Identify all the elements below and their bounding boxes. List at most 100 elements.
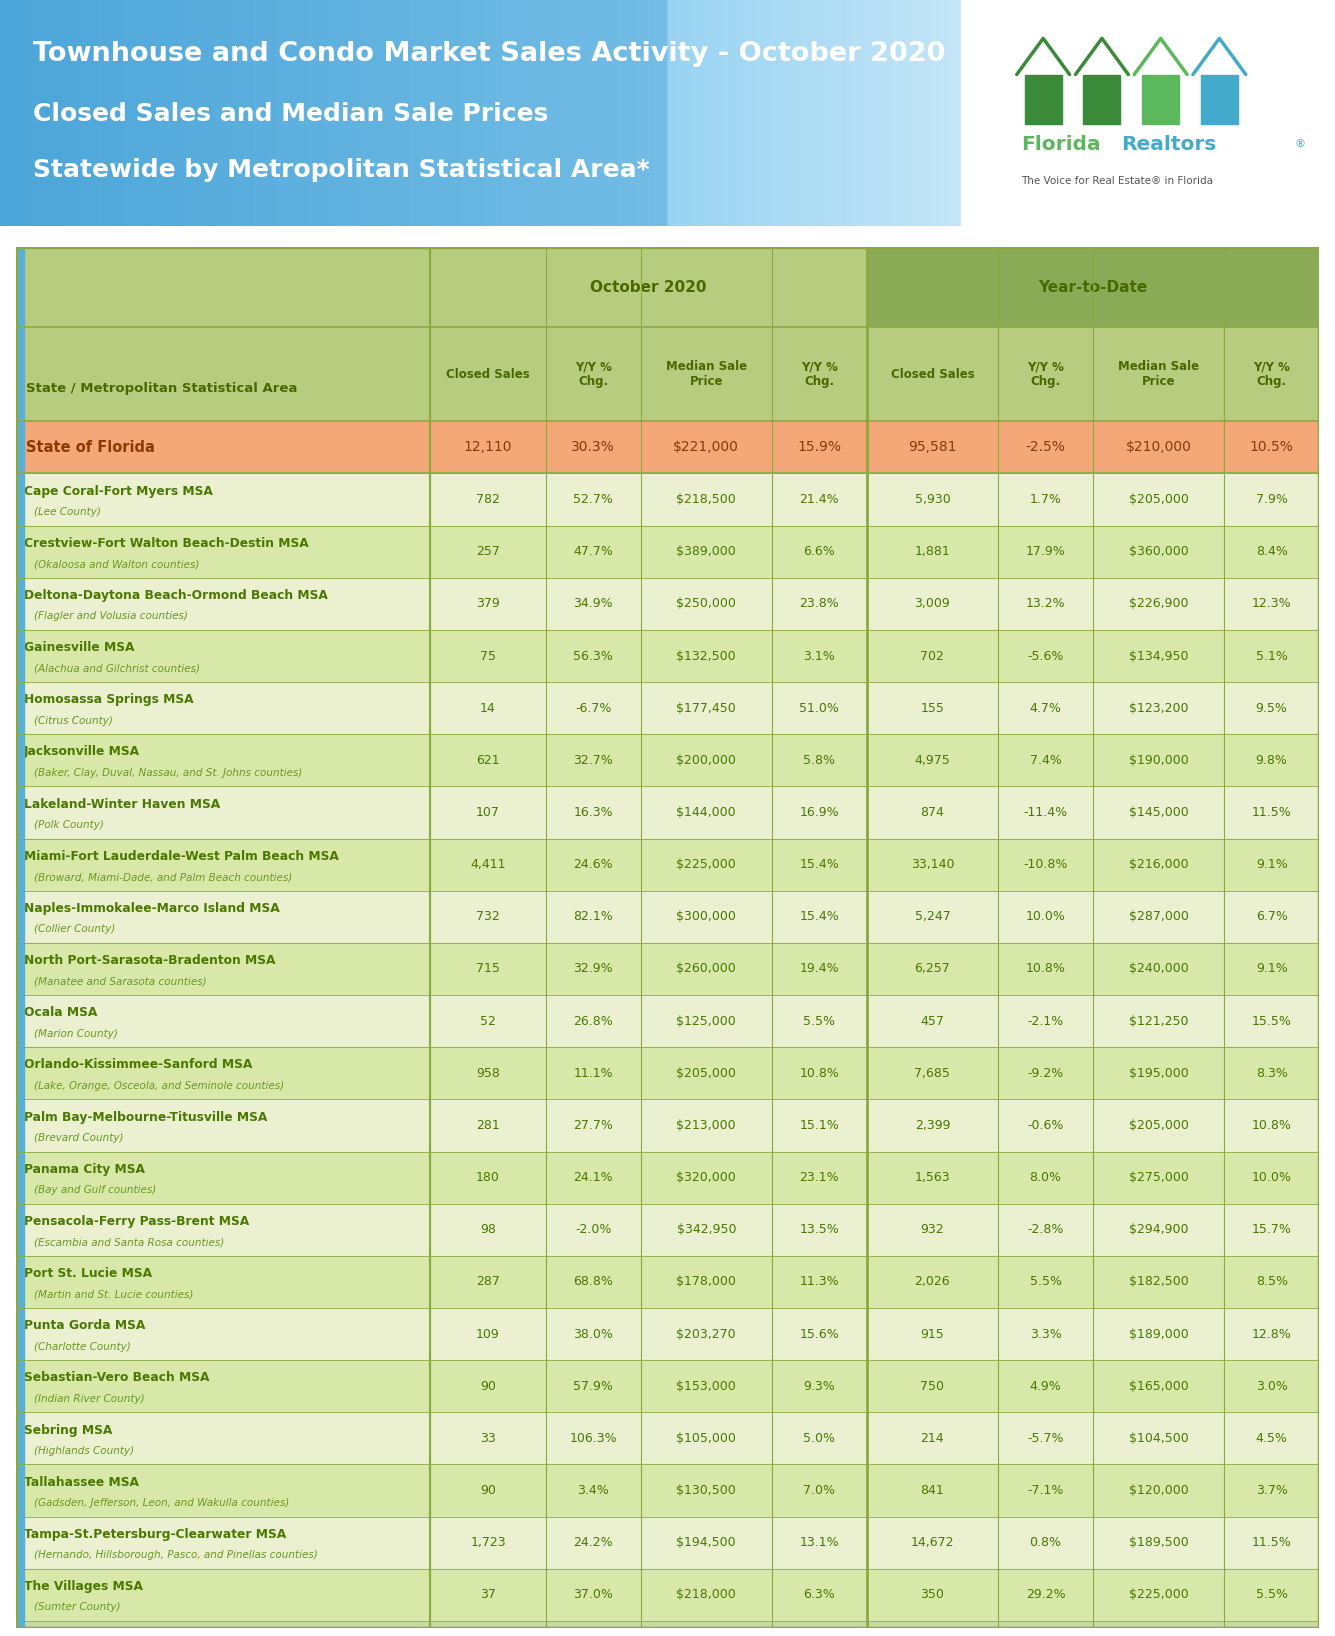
Text: 7.0%: 7.0% <box>804 1484 836 1497</box>
Text: 38.0%: 38.0% <box>573 1327 613 1340</box>
Text: (Lee County): (Lee County) <box>35 507 101 517</box>
Bar <box>16 1464 1319 1517</box>
Bar <box>1202 75 1238 124</box>
Text: 17.9%: 17.9% <box>1025 545 1065 558</box>
Text: (Brevard County): (Brevard County) <box>35 1134 124 1144</box>
Text: $213,000: $213,000 <box>677 1119 736 1132</box>
Text: 10.8%: 10.8% <box>1252 1119 1291 1132</box>
Text: 30.3%: 30.3% <box>571 440 615 455</box>
Text: Gainesville MSA: Gainesville MSA <box>24 641 135 654</box>
Text: 37: 37 <box>481 1589 497 1602</box>
Text: $205,000: $205,000 <box>677 1067 736 1080</box>
Text: $240,000: $240,000 <box>1128 962 1188 975</box>
Text: 3.7%: 3.7% <box>1256 1484 1287 1497</box>
Text: 26.8%: 26.8% <box>573 1014 613 1027</box>
Text: 5.5%: 5.5% <box>1256 1589 1288 1602</box>
Text: 1,723: 1,723 <box>470 1536 506 1549</box>
Bar <box>16 1204 1319 1256</box>
Text: -10.8%: -10.8% <box>1024 859 1068 870</box>
Text: 68.8%: 68.8% <box>573 1276 613 1289</box>
Text: Closed Sales: Closed Sales <box>890 368 975 381</box>
Text: 11.5%: 11.5% <box>1252 807 1291 820</box>
Text: 57.9%: 57.9% <box>573 1379 613 1392</box>
Text: 15.1%: 15.1% <box>800 1119 840 1132</box>
Text: $275,000: $275,000 <box>1128 1171 1188 1184</box>
Text: 9.3%: 9.3% <box>804 1379 836 1392</box>
Text: 13.1%: 13.1% <box>800 1536 840 1549</box>
Text: $195,000: $195,000 <box>1128 1067 1188 1080</box>
Text: Closed Sales: Closed Sales <box>446 368 530 381</box>
Text: October 2020: October 2020 <box>590 280 706 294</box>
Bar <box>16 420 1319 473</box>
Text: Y/Y %
Chg.: Y/Y % Chg. <box>1027 360 1064 388</box>
Text: 621: 621 <box>477 754 499 767</box>
Text: Naples-Immokalee-Marco Island MSA: Naples-Immokalee-Marco Island MSA <box>24 901 279 915</box>
Text: ®: ® <box>1295 139 1306 149</box>
Text: 5,247: 5,247 <box>914 910 951 923</box>
Text: (Escambia and Santa Rosa counties): (Escambia and Santa Rosa counties) <box>35 1237 224 1247</box>
Text: 3.3%: 3.3% <box>1029 1327 1061 1340</box>
Text: Port St. Lucie MSA: Port St. Lucie MSA <box>24 1266 152 1279</box>
Text: (Baker, Clay, Duval, Nassau, and St. Johns counties): (Baker, Clay, Duval, Nassau, and St. Joh… <box>35 767 303 777</box>
Text: 11.5%: 11.5% <box>1252 1536 1291 1549</box>
Text: 15.7%: 15.7% <box>1252 1224 1291 1237</box>
Text: 9.1%: 9.1% <box>1256 962 1287 975</box>
Text: 874: 874 <box>921 807 944 820</box>
Text: 90: 90 <box>481 1484 497 1497</box>
Bar <box>16 942 1319 995</box>
Text: $132,500: $132,500 <box>677 649 736 663</box>
Text: -2.8%: -2.8% <box>1028 1224 1064 1237</box>
Text: Tampa-St.Petersburg-Clearwater MSA: Tampa-St.Petersburg-Clearwater MSA <box>24 1528 286 1541</box>
Text: Sebring MSA: Sebring MSA <box>24 1423 112 1436</box>
Text: 52.7%: 52.7% <box>573 492 613 506</box>
Text: 7,685: 7,685 <box>914 1067 951 1080</box>
Text: (Flagler and Volusia counties): (Flagler and Volusia counties) <box>35 612 188 622</box>
Text: $294,900: $294,900 <box>1129 1224 1188 1237</box>
Text: 29.2%: 29.2% <box>1025 1589 1065 1602</box>
Text: (Bay and Gulf counties): (Bay and Gulf counties) <box>35 1184 156 1196</box>
Text: $389,000: $389,000 <box>677 545 736 558</box>
Text: Cape Coral-Fort Myers MSA: Cape Coral-Fort Myers MSA <box>24 484 212 497</box>
Text: Y/Y %
Chg.: Y/Y % Chg. <box>575 360 611 388</box>
Text: 6.7%: 6.7% <box>1256 910 1287 923</box>
Bar <box>430 247 866 327</box>
Text: 14,672: 14,672 <box>910 1536 955 1549</box>
Bar <box>1084 75 1120 124</box>
Text: Lakeland-Winter Haven MSA: Lakeland-Winter Haven MSA <box>24 798 220 811</box>
Text: 12.8%: 12.8% <box>1252 1327 1291 1340</box>
Text: 257: 257 <box>477 545 501 558</box>
Text: $225,000: $225,000 <box>1128 1589 1188 1602</box>
Text: $225,000: $225,000 <box>677 859 736 870</box>
Text: 0.8%: 0.8% <box>1029 1536 1061 1549</box>
Text: 8.3%: 8.3% <box>1256 1067 1287 1080</box>
Text: $200,000: $200,000 <box>677 754 736 767</box>
Text: (Hernando, Hillsborough, Pasco, and Pinellas counties): (Hernando, Hillsborough, Pasco, and Pine… <box>35 1551 318 1561</box>
Text: Closed Sales and Median Sale Prices: Closed Sales and Median Sale Prices <box>33 101 549 126</box>
Bar <box>16 247 430 327</box>
Text: -2.5%: -2.5% <box>1025 440 1065 455</box>
Text: Orlando-Kissimmee-Sanford MSA: Orlando-Kissimmee-Sanford MSA <box>24 1058 252 1072</box>
Text: 23.8%: 23.8% <box>800 597 840 610</box>
Text: 52: 52 <box>481 1014 497 1027</box>
Bar <box>16 1307 1319 1360</box>
Text: $342,950: $342,950 <box>677 1224 736 1237</box>
Text: 350: 350 <box>921 1589 944 1602</box>
Text: $178,000: $178,000 <box>677 1276 736 1289</box>
Text: (Gadsden, Jefferson, Leon, and Wakulla counties): (Gadsden, Jefferson, Leon, and Wakulla c… <box>35 1499 290 1508</box>
Text: State of Florida: State of Florida <box>27 440 155 455</box>
Text: 457: 457 <box>921 1014 944 1027</box>
Text: $120,000: $120,000 <box>1128 1484 1188 1497</box>
Text: 98: 98 <box>481 1224 497 1237</box>
Text: -5.6%: -5.6% <box>1028 649 1064 663</box>
Text: -5.7%: -5.7% <box>1027 1432 1064 1445</box>
Text: $300,000: $300,000 <box>677 910 736 923</box>
Bar <box>16 327 1319 420</box>
Text: $205,000: $205,000 <box>1128 492 1188 506</box>
Text: Florida: Florida <box>1021 136 1101 154</box>
Text: 379: 379 <box>477 597 499 610</box>
Text: 5.1%: 5.1% <box>1256 649 1287 663</box>
Text: 51.0%: 51.0% <box>800 702 840 715</box>
Text: $218,500: $218,500 <box>677 492 736 506</box>
Text: $205,000: $205,000 <box>1128 1119 1188 1132</box>
Text: Townhouse and Condo Market Sales Activity - October 2020: Townhouse and Condo Market Sales Activit… <box>33 41 945 67</box>
